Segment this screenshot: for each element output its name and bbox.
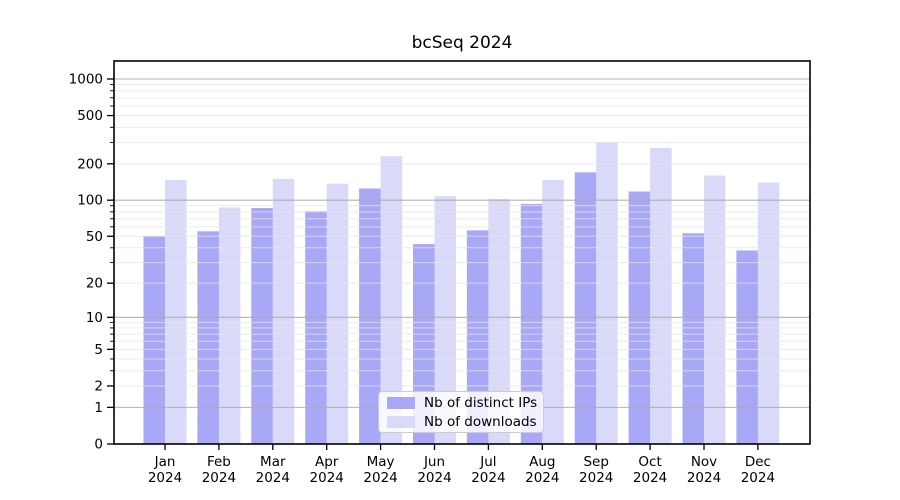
x-tick-label-year-jan: 2024 (148, 470, 182, 486)
bar-downloads-aug (542, 179, 564, 444)
y-tick-label-20: 20 (86, 276, 103, 292)
y-tick-label-0: 0 (94, 437, 103, 453)
bar-downloads-apr (326, 183, 349, 444)
x-tick-label-month-dec: Dec (745, 454, 771, 470)
bar-distinct-ips-mar (251, 208, 273, 444)
bar-distinct-ips-jan (143, 236, 165, 444)
x-tick-label-year-feb: 2024 (202, 470, 236, 486)
x-tick-label-month-jul: Jul (479, 454, 496, 470)
x-tick-label-year-nov: 2024 (687, 470, 721, 486)
y-tick-label-500: 500 (77, 108, 103, 124)
bar-downloads-feb (218, 207, 241, 444)
y-tick-label-2: 2 (94, 378, 103, 394)
x-tick-label-year-may: 2024 (363, 470, 397, 486)
bar-downloads-nov (704, 175, 726, 445)
bar-distinct-ips-sep (574, 172, 597, 444)
bar-downloads-dec (757, 182, 780, 445)
x-tick-label-year-apr: 2024 (310, 470, 344, 486)
x-tick-label-year-oct: 2024 (633, 470, 667, 486)
legend: Nb of distinct IPs Nb of downloads (378, 391, 544, 433)
x-tick-label-year-jul: 2024 (471, 470, 505, 486)
x-tick-label-month-oct: Oct (638, 454, 661, 470)
bar-downloads-oct (650, 147, 672, 444)
x-tick-label-month-jan: Jan (154, 454, 176, 470)
y-tick-label-1000: 1000 (69, 71, 103, 87)
x-tick-label-month-sep: Sep (583, 454, 608, 470)
bar-distinct-ips-jul (466, 230, 489, 444)
x-tick-label-month-nov: Nov (691, 454, 717, 470)
legend-item-distinct-ips: Nb of distinct IPs (387, 395, 543, 411)
y-tick-label-50: 50 (86, 229, 103, 245)
bar-distinct-ips-aug (520, 203, 543, 444)
y-tick-label-5: 5 (94, 342, 103, 358)
x-tick-label-year-sep: 2024 (579, 470, 613, 486)
bar-downloads-mar (272, 178, 295, 444)
bar-downloads-jul (488, 199, 510, 444)
x-tick-label-year-jun: 2024 (417, 470, 451, 486)
x-tick-label-year-aug: 2024 (525, 470, 559, 486)
x-tick-label-year-dec: 2024 (741, 470, 775, 486)
bar-distinct-ips-dec (736, 250, 758, 444)
bar-distinct-ips-nov (682, 233, 704, 444)
x-tick-label-month-jun: Jun (423, 454, 445, 470)
x-tick-label-month-may: May (367, 454, 395, 470)
legend-label-distinct-ips: Nb of distinct IPs (424, 394, 538, 411)
bar-downloads-sep (596, 142, 618, 444)
legend-label-downloads: Nb of downloads (424, 413, 537, 430)
x-tick-label-month-feb: Feb (207, 454, 231, 470)
legend-swatch-distinct-ips (387, 396, 415, 409)
bar-downloads-jan (165, 179, 187, 444)
chart-title: bcSeq 2024 (411, 33, 513, 53)
bar-distinct-ips-may (359, 188, 381, 444)
bar-downloads-may (380, 156, 403, 444)
bar-downloads-jun (434, 196, 456, 444)
bar-distinct-ips-feb (197, 231, 219, 444)
y-tick-label-200: 200 (77, 156, 103, 172)
legend-swatch-downloads (387, 415, 415, 428)
x-tick-label-month-aug: Aug (529, 454, 555, 470)
x-tick-label-year-mar: 2024 (256, 470, 290, 486)
x-tick-label-month-apr: Apr (315, 454, 339, 470)
plot-border (113, 60, 811, 445)
y-tick-label-1: 1 (94, 400, 103, 416)
legend-item-downloads: Nb of downloads (387, 414, 543, 430)
x-tick-label-month-mar: Mar (260, 454, 286, 470)
y-tick-label-100: 100 (77, 193, 103, 209)
y-tick-label-10: 10 (86, 310, 103, 326)
